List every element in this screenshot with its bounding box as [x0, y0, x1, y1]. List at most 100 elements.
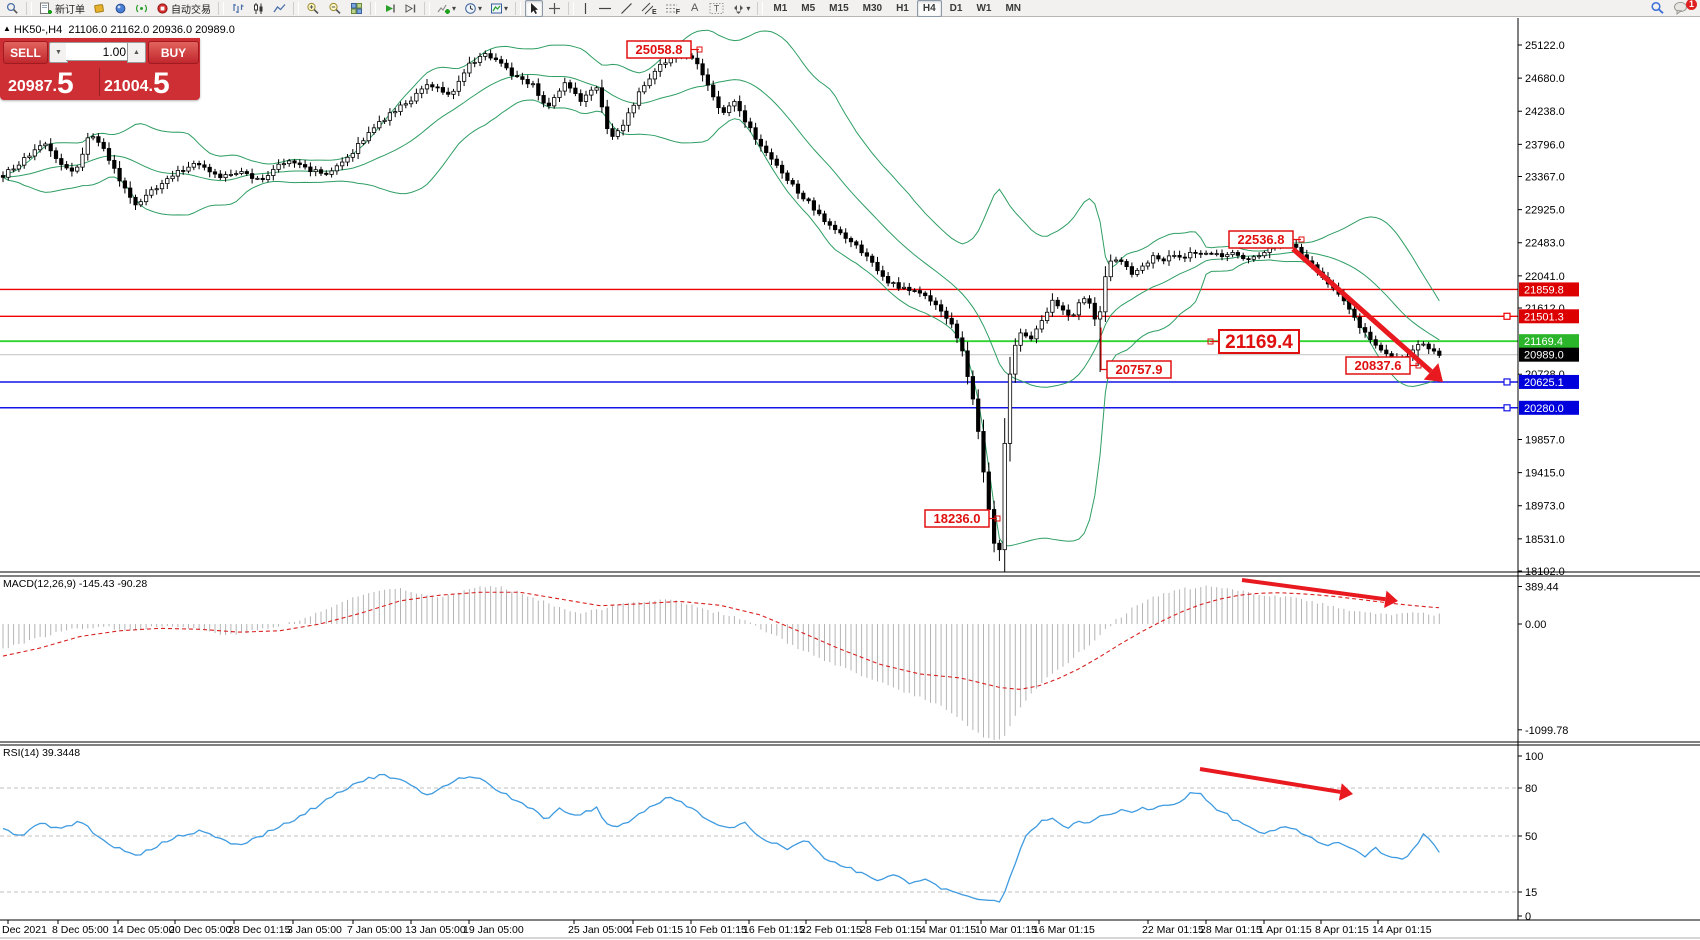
- auto-scroll-button[interactable]: [380, 0, 399, 17]
- chart-shift-icon: [404, 2, 417, 15]
- cursor-tool-button[interactable]: [525, 0, 544, 17]
- rsi-axis: 100 80 50 15 0: [1518, 751, 1543, 923]
- svg-text:22 Mar 01:15: 22 Mar 01:15: [1142, 924, 1204, 936]
- svg-text:21169.4: 21169.4: [1225, 332, 1293, 353]
- svg-text:100: 100: [1525, 751, 1543, 763]
- candlestick-chart-button[interactable]: [249, 0, 268, 17]
- price-badges: 21859.8 21501.3 21169.4 20989.0 20625.1 20280…: [1503, 282, 1579, 415]
- macd-trend-arrow: [1384, 590, 1398, 609]
- svg-text:23367.0: 23367.0: [1525, 172, 1565, 184]
- svg-text:20 Dec 05:00: 20 Dec 05:00: [169, 924, 232, 936]
- candles-layer: [0, 49, 1442, 573]
- data-window-icon: [114, 2, 127, 15]
- line-chart-button[interactable]: [270, 0, 289, 17]
- trendline-tool-button[interactable]: [617, 0, 636, 17]
- search-button[interactable]: [1647, 0, 1668, 17]
- svg-text:22536.8: 22536.8: [1238, 232, 1285, 247]
- tile-windows-button[interactable]: [347, 0, 366, 17]
- chevron-down-icon: ▾: [504, 3, 509, 13]
- trendline-icon: [620, 2, 633, 15]
- market-watch-icon: [93, 2, 106, 15]
- timeframe-button-M1[interactable]: M1: [767, 0, 793, 17]
- volume-increase-button[interactable]: ▲: [127, 42, 146, 63]
- svg-text:25122.0: 25122.0: [1525, 40, 1565, 52]
- timeframe-button-M5[interactable]: M5: [795, 0, 821, 17]
- price-divider: [99, 68, 100, 96]
- svg-text:389.44: 389.44: [1525, 582, 1559, 594]
- equidistant-channel-tool-button[interactable]: E: [638, 0, 660, 17]
- svg-text:20280.0: 20280.0: [1524, 403, 1564, 415]
- collapse-triangle-icon[interactable]: ▲: [3, 24, 11, 33]
- arrows-tool-button[interactable]: ▾: [729, 0, 753, 17]
- timeframe-button-M15[interactable]: M15: [823, 0, 854, 17]
- timeframe-label: H4: [922, 2, 936, 14]
- horizontal-line-tool-button[interactable]: [595, 0, 615, 17]
- toolbar-right-group: 1: [1646, 0, 1698, 17]
- sell-price[interactable]: 20987. 5: [8, 67, 74, 100]
- market-watch-button[interactable]: [90, 0, 109, 17]
- new-order-button[interactable]: 新订单: [36, 0, 88, 17]
- price-callouts[interactable]: 25058.8 22536.8 21169.4 20757.9 20837.6 18236…: [626, 40, 1422, 528]
- buy-price[interactable]: 21004. 5: [104, 67, 170, 100]
- svg-text:25 Jan 05:00: 25 Jan 05:00: [568, 924, 629, 936]
- svg-text:20757.9: 20757.9: [1116, 362, 1163, 377]
- price-axis[interactable]: 25122.0 24680.0 24238.0 23796.0 23367.0 22925…: [1518, 40, 1565, 578]
- toolbar-separator: [26, 1, 32, 15]
- bollinger-bands: [2, 29, 1440, 547]
- zoom-in-button[interactable]: [303, 0, 323, 17]
- auto-scroll-icon: [383, 2, 396, 15]
- volume-input[interactable]: [66, 42, 129, 61]
- crosshair-icon: [548, 2, 561, 15]
- timeframe-button-MN[interactable]: MN: [999, 0, 1027, 17]
- svg-text:28 Feb 01:15: 28 Feb 01:15: [860, 924, 922, 936]
- search-left-button[interactable]: [3, 0, 22, 17]
- svg-text:13 Jan 05:00: 13 Jan 05:00: [405, 924, 466, 936]
- toolbar-separator: [515, 1, 522, 15]
- text-tool-button[interactable]: A: [685, 0, 704, 17]
- candlestick-icon: [252, 2, 265, 15]
- svg-text:10 Feb 01:15: 10 Feb 01:15: [685, 924, 747, 936]
- rsi-indicator-label: RSI(14) 39.3448: [3, 747, 81, 759]
- periods-button[interactable]: ▾: [461, 0, 485, 17]
- indicators-button[interactable]: ▾: [434, 0, 459, 17]
- svg-text:19415.0: 19415.0: [1525, 468, 1565, 480]
- ohlc-values: 21106.0 21162.0 20936.0 20989.0: [68, 24, 235, 36]
- notifications-button[interactable]: 1: [1670, 0, 1697, 17]
- autotrading-button[interactable]: 自动交易: [153, 0, 214, 17]
- templates-button[interactable]: ▾: [487, 0, 511, 17]
- price-level-lines[interactable]: [0, 288, 1518, 409]
- template-icon: [490, 2, 503, 15]
- crosshair-tool-button[interactable]: [545, 0, 564, 17]
- svg-text:18531.0: 18531.0: [1525, 534, 1565, 546]
- buy-button[interactable]: BUY: [148, 41, 199, 64]
- timeframe-button-W1[interactable]: W1: [970, 0, 997, 17]
- sell-button[interactable]: SELL: [3, 41, 48, 64]
- vertical-line-tool-button[interactable]: [578, 0, 593, 17]
- toolbar-separator: [218, 1, 224, 15]
- timeframe-button-M30[interactable]: M30: [857, 0, 888, 17]
- svg-text:22925.0: 22925.0: [1525, 205, 1565, 217]
- svg-text:1 Apr 01:15: 1 Apr 01:15: [1258, 924, 1312, 936]
- autotrading-label: 自动交易: [171, 4, 211, 16]
- text-label-tool-button[interactable]: T: [706, 0, 727, 17]
- notification-count-badge: 1: [1686, 0, 1697, 10]
- trend-arrows[interactable]: [1199, 247, 1443, 801]
- timeframe-button-H1[interactable]: H1: [890, 0, 915, 17]
- navigator-button[interactable]: [132, 0, 151, 17]
- svg-text:18102.0: 18102.0: [1525, 566, 1565, 578]
- svg-text:-1099.78: -1099.78: [1525, 725, 1568, 737]
- zoom-in-icon: [306, 2, 320, 15]
- chart-shift-button[interactable]: [401, 0, 420, 17]
- text-label-icon: T: [709, 2, 724, 15]
- timeframe-button-D1[interactable]: D1: [944, 0, 969, 17]
- fibonacci-tool-button[interactable]: F: [662, 0, 683, 17]
- rsi-trend-arrow: [1338, 783, 1353, 801]
- bar-chart-button[interactable]: [228, 0, 247, 17]
- data-window-button[interactable]: [111, 0, 130, 17]
- timeframe-button-H4[interactable]: H4: [916, 0, 942, 17]
- chevron-down-icon: ▾: [478, 3, 483, 13]
- zoom-out-button[interactable]: [325, 0, 345, 17]
